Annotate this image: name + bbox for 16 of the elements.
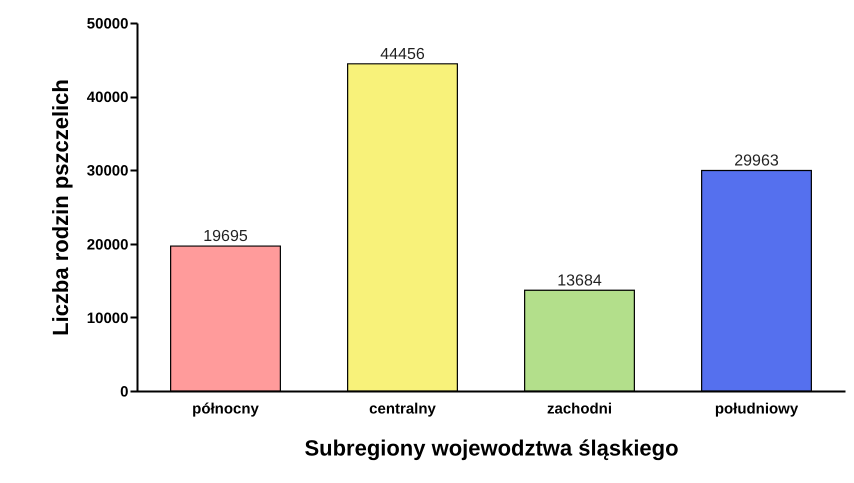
y-tick-label: 10000 <box>86 310 128 327</box>
x-tick-label: zachodni <box>546 400 612 418</box>
data-label: 19695 <box>203 228 248 246</box>
x-axis-title: Subregiony wojewodztwa śląskiego <box>304 436 679 460</box>
x-tick-label: południowy <box>714 400 799 418</box>
y-tick-label: 0 <box>120 384 128 400</box>
x-tick-label: północny <box>192 400 260 418</box>
data-label: 29963 <box>734 152 779 170</box>
y-tick-label: 50000 <box>86 16 128 32</box>
y-tick-label: 40000 <box>86 89 128 106</box>
data-label: 44456 <box>380 46 425 63</box>
x-tick-label: centralny <box>369 400 436 418</box>
data-label: 13684 <box>557 272 602 290</box>
y-tick-label: 30000 <box>86 162 128 180</box>
y-tick-label: 20000 <box>86 236 128 254</box>
y-axis-title: Liczba rodzin pszczelich <box>48 79 73 336</box>
